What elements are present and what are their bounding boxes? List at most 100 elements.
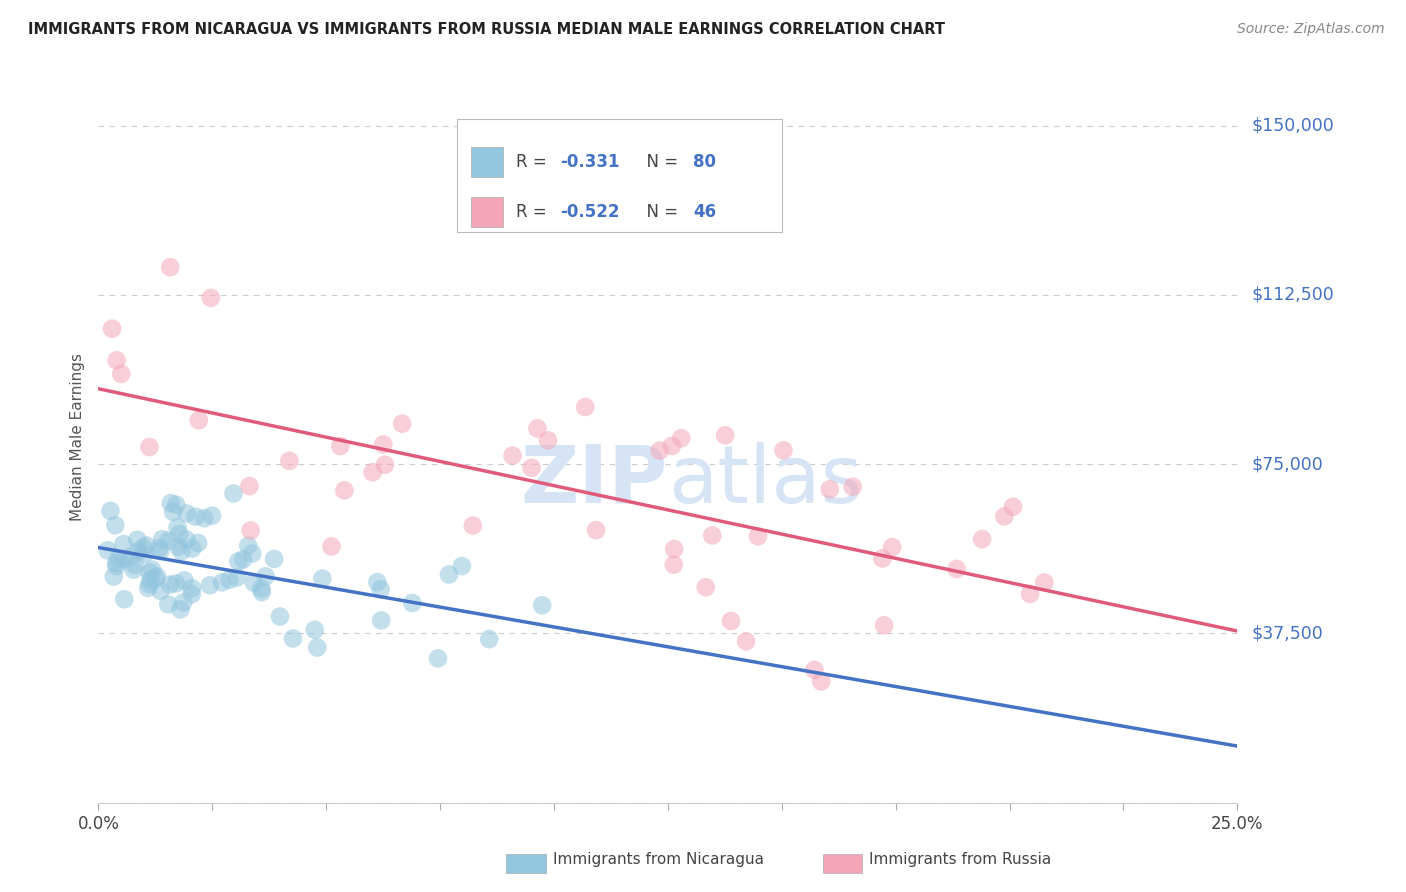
Point <box>148 541 170 555</box>
Point <box>873 618 896 632</box>
Point <box>181 581 204 595</box>
Point <box>841 480 863 494</box>
Point <box>149 544 172 558</box>
Text: N =: N = <box>636 153 683 171</box>
Point <box>370 613 392 627</box>
Point <box>993 509 1015 524</box>
Text: $75,000: $75,000 <box>1251 455 1323 473</box>
Point <box>311 572 333 586</box>
Text: Immigrants from Nicaragua: Immigrants from Nicaragua <box>553 853 763 867</box>
Point <box>198 578 221 592</box>
Point <box>720 614 742 628</box>
Point <box>176 533 198 547</box>
Point <box>585 523 607 537</box>
Point <box>100 504 122 518</box>
Point <box>240 547 263 561</box>
Text: -0.331: -0.331 <box>560 153 619 171</box>
Point <box>173 574 195 588</box>
Point <box>333 483 356 498</box>
Point <box>105 353 128 368</box>
Point <box>176 507 198 521</box>
Point <box>361 465 384 479</box>
Point <box>127 544 149 558</box>
Point <box>370 582 392 597</box>
Text: $112,500: $112,500 <box>1251 285 1334 304</box>
Point <box>112 552 135 566</box>
Point <box>1033 575 1056 590</box>
Point <box>122 563 145 577</box>
Text: R =: R = <box>516 153 553 171</box>
Point <box>648 443 671 458</box>
Point <box>226 570 249 584</box>
Point <box>872 551 894 566</box>
Point <box>157 533 180 548</box>
Point <box>254 569 277 583</box>
Point <box>401 596 423 610</box>
Point <box>695 580 717 594</box>
Point <box>150 533 173 547</box>
Point <box>181 541 204 556</box>
Point <box>366 575 388 590</box>
Text: Immigrants from Russia: Immigrants from Russia <box>869 853 1052 867</box>
Point <box>882 540 904 554</box>
Point <box>520 461 543 475</box>
Point <box>127 533 149 547</box>
Point <box>574 400 596 414</box>
Point <box>374 458 396 472</box>
Point <box>747 529 769 543</box>
Point <box>329 439 352 453</box>
Text: ZIP: ZIP <box>520 442 668 520</box>
Point <box>103 569 125 583</box>
Point <box>238 539 260 553</box>
Point <box>263 552 285 566</box>
Point <box>803 663 825 677</box>
Point <box>187 536 209 550</box>
Point <box>531 599 554 613</box>
Point <box>662 558 685 572</box>
Point <box>702 528 724 542</box>
Point <box>120 549 142 564</box>
Point <box>526 421 548 435</box>
Text: 80: 80 <box>693 153 716 171</box>
Text: R =: R = <box>516 202 553 221</box>
Point <box>136 581 159 595</box>
Point <box>461 518 484 533</box>
FancyBboxPatch shape <box>457 119 782 232</box>
Point <box>146 569 169 583</box>
Text: $37,500: $37,500 <box>1251 624 1323 642</box>
Point <box>537 434 560 448</box>
Point <box>321 540 343 554</box>
Point <box>218 573 240 587</box>
Point <box>112 592 135 607</box>
Point <box>132 541 155 555</box>
Point <box>239 524 262 538</box>
Point <box>124 558 146 572</box>
Point <box>167 540 190 554</box>
Point <box>141 563 163 577</box>
Point <box>112 537 135 551</box>
Point <box>184 509 207 524</box>
Point <box>238 479 260 493</box>
Point <box>138 440 160 454</box>
Point <box>810 674 832 689</box>
Point <box>250 585 273 599</box>
Point <box>228 554 250 568</box>
Point <box>172 595 194 609</box>
Point <box>165 498 187 512</box>
Point <box>502 449 524 463</box>
Point <box>243 575 266 590</box>
Point <box>304 623 326 637</box>
Point <box>138 566 160 580</box>
Point <box>97 543 120 558</box>
Point <box>1019 587 1042 601</box>
Point <box>193 511 215 525</box>
Point <box>159 577 181 591</box>
Text: atlas: atlas <box>668 442 862 520</box>
Point <box>478 632 501 646</box>
Point <box>157 598 180 612</box>
Point <box>426 651 449 665</box>
Point <box>165 576 187 591</box>
Point <box>101 322 124 336</box>
Point <box>391 417 413 431</box>
Bar <box>471 196 503 227</box>
